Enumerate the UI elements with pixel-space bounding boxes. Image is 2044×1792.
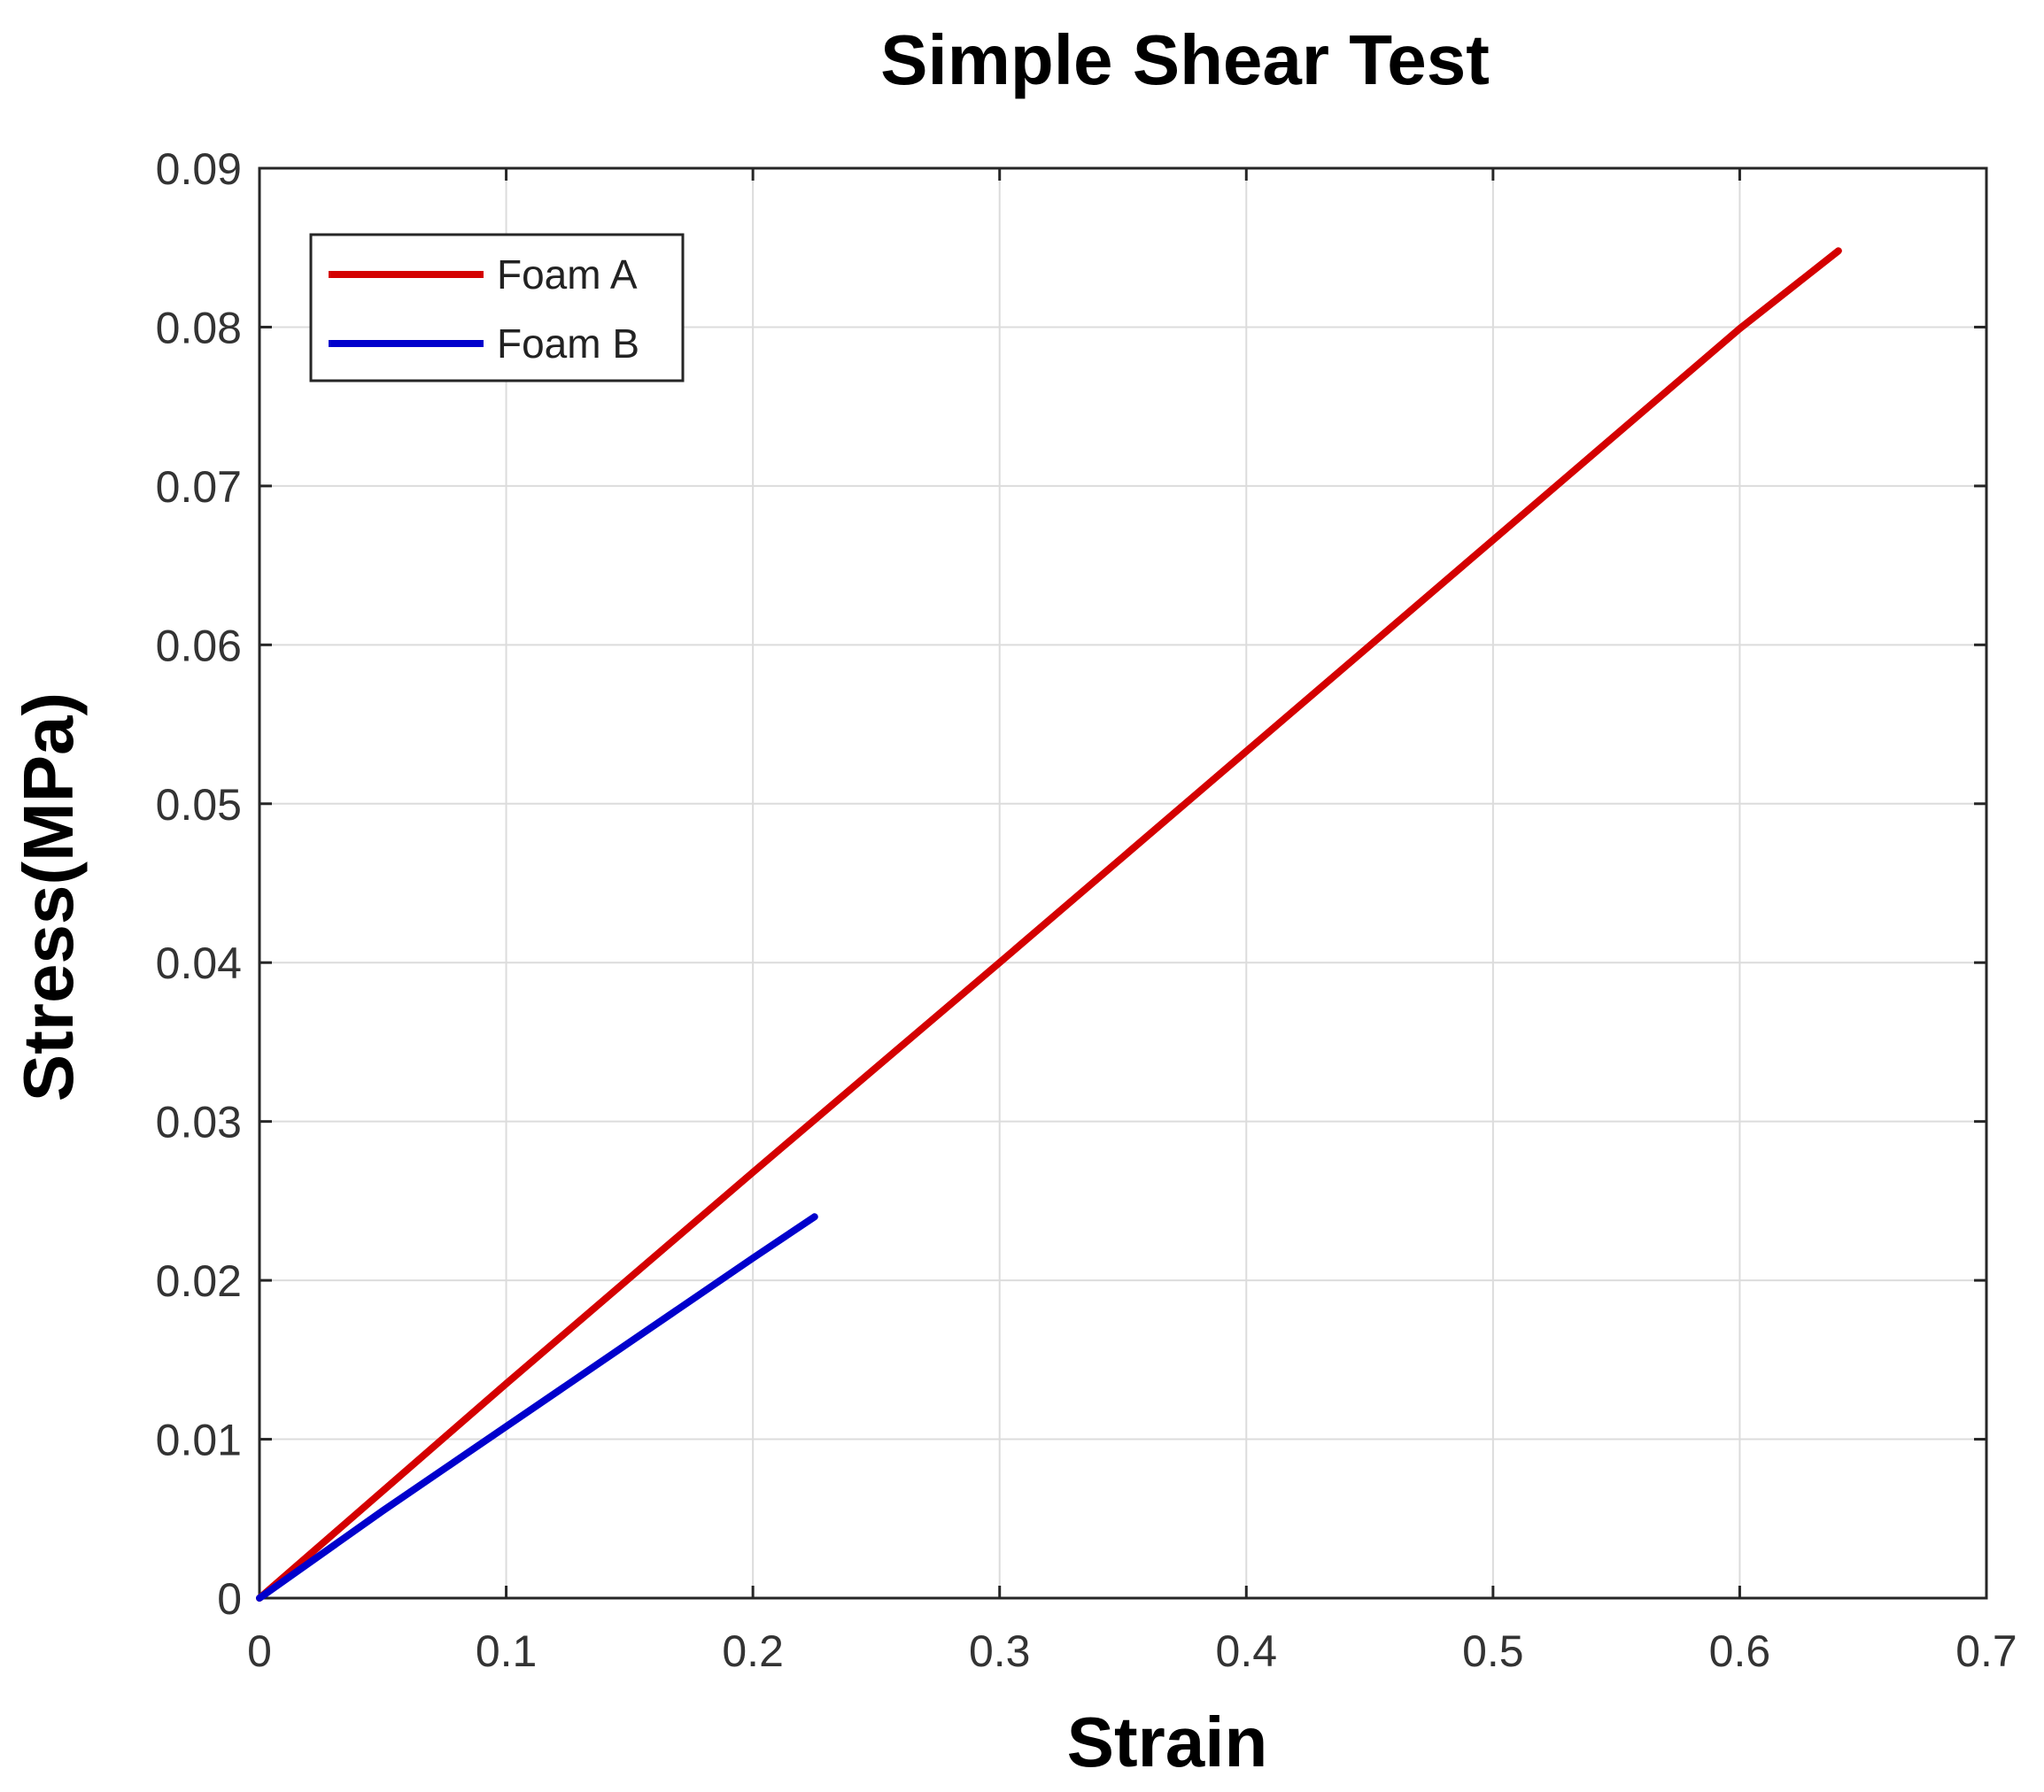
series-line-foam-b	[256, 1213, 818, 1602]
x-axis-label: Strain	[1067, 1703, 1268, 1781]
y-tick-label: 0.04	[156, 938, 242, 988]
series-line-foam-a	[256, 247, 1842, 1602]
y-tick-label: 0.07	[156, 462, 242, 512]
chart-title: Simple Shear Test	[880, 20, 1490, 99]
legend-label-foam-b: Foam B	[497, 321, 639, 367]
x-tick-label: 0.3	[969, 1626, 1031, 1676]
y-tick-label: 0.02	[156, 1256, 242, 1306]
x-tick-label: 0	[247, 1626, 272, 1676]
y-tick-label: 0	[217, 1574, 242, 1624]
y-tick-label: 0.03	[156, 1098, 242, 1147]
plot-area-frame	[258, 166, 1988, 1600]
x-tick-label: 0.1	[476, 1626, 538, 1676]
tick-marks	[258, 166, 1988, 1600]
y-tick-label: 0.09	[156, 144, 242, 194]
x-tick-label: 0.6	[1709, 1626, 1771, 1676]
x-tick-label: 0.7	[1955, 1626, 2017, 1676]
legend: Foam A Foam B	[309, 233, 685, 382]
y-tick-label: 0.08	[156, 303, 242, 352]
x-tick-label: 0.4	[1216, 1626, 1278, 1676]
legend-label-foam-a: Foam A	[497, 251, 638, 297]
x-tick-label: 0.2	[722, 1626, 784, 1676]
y-tick-label: 0.06	[156, 621, 242, 670]
y-tick-label: 0.01	[156, 1416, 242, 1465]
y-tick-labels: 0 0.01 0.02 0.03 0.04 0.05 0.06 0.07 0.08 0.09	[156, 144, 242, 1624]
data-series	[256, 247, 1842, 1602]
y-tick-label: 0.05	[156, 780, 242, 830]
x-tick-labels: 0 0.1 0.2 0.3 0.4 0.5 0.6 0.7	[247, 1626, 2017, 1676]
legend-box	[309, 233, 685, 382]
y-axis-label: Stress(MPa)	[9, 692, 88, 1101]
x-tick-label: 0.5	[1462, 1626, 1524, 1676]
